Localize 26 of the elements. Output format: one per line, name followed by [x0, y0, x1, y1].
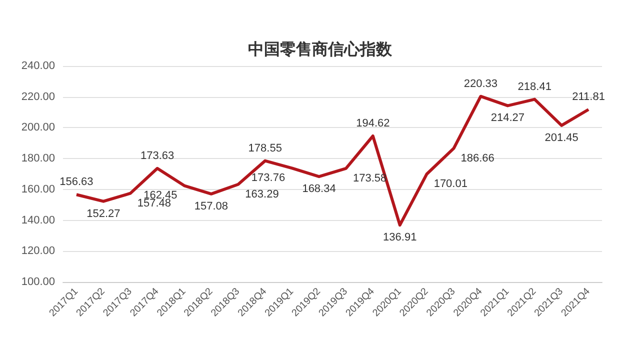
data-label: 173.63: [140, 150, 174, 162]
data-label: 170.01: [434, 178, 468, 190]
y-tick-label: 120.00: [21, 245, 55, 258]
data-label: 218.41: [518, 80, 552, 93]
y-tick-label: 180.00: [21, 152, 55, 165]
data-label: 201.45: [544, 132, 578, 144]
data-label: 136.91: [383, 232, 417, 244]
data-label: 152.27: [86, 208, 120, 220]
data-label: 214.27: [490, 112, 525, 124]
data-label: 178.55: [248, 142, 282, 154]
data-label: 220.33: [464, 78, 498, 90]
data-label: 157.08: [194, 200, 228, 212]
data-label: 156.63: [60, 176, 94, 188]
data-label: 163.29: [245, 188, 279, 200]
data-label: 173.76: [251, 172, 286, 184]
data-label: 168.34: [302, 183, 336, 196]
y-tick-label: 160.00: [21, 183, 55, 196]
y-tick-label: 140.00: [21, 214, 55, 226]
chart-title: 中国零售商信心指数: [248, 40, 393, 58]
y-tick-label: 200.00: [21, 122, 55, 134]
data-label: 211.81: [572, 90, 605, 103]
data-label: 194.62: [356, 118, 390, 130]
data-label: 186.66: [460, 152, 494, 164]
y-tick-label: 220.00: [21, 90, 55, 103]
y-tick-label: 240.00: [21, 60, 55, 72]
y-tick-label: 100.00: [21, 276, 55, 288]
